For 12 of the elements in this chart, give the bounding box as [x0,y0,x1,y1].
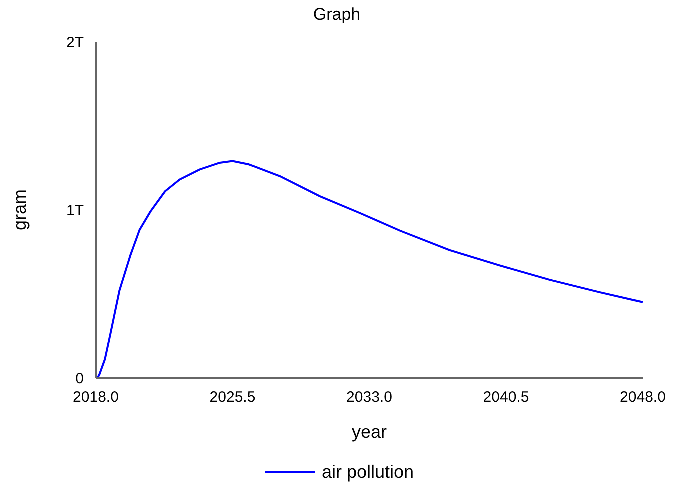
x-tick-label: 2048.0 [620,389,666,406]
y-axis-title: gram [10,189,30,231]
y-tick-label: 2T [66,34,84,52]
x-tick-label: 2033.0 [346,389,392,406]
x-tick-label: 2018.0 [73,389,119,406]
x-tick-label: 2025.5 [210,389,256,406]
legend-label: air pollution [322,462,414,482]
x-tick-label: 2040.5 [483,389,530,406]
y-tick-label: 1T [66,202,84,220]
chart-title: Graph [313,5,361,24]
x-axis-title: year [352,422,388,442]
y-tick-label: 0 [76,370,84,388]
